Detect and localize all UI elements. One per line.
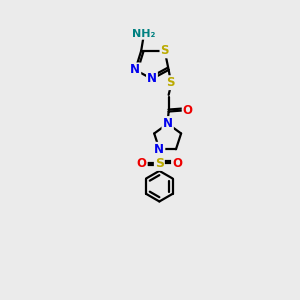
Text: N: N <box>154 143 164 156</box>
Text: N: N <box>163 117 173 130</box>
Text: NH₂: NH₂ <box>132 29 156 39</box>
Text: S: S <box>155 157 164 170</box>
Text: N: N <box>130 63 140 76</box>
Text: S: S <box>160 44 169 57</box>
Text: O: O <box>183 104 193 117</box>
Text: N: N <box>163 117 173 130</box>
Text: O: O <box>137 157 147 170</box>
Text: N: N <box>147 72 157 86</box>
Text: S: S <box>167 76 175 89</box>
Text: O: O <box>172 157 182 170</box>
